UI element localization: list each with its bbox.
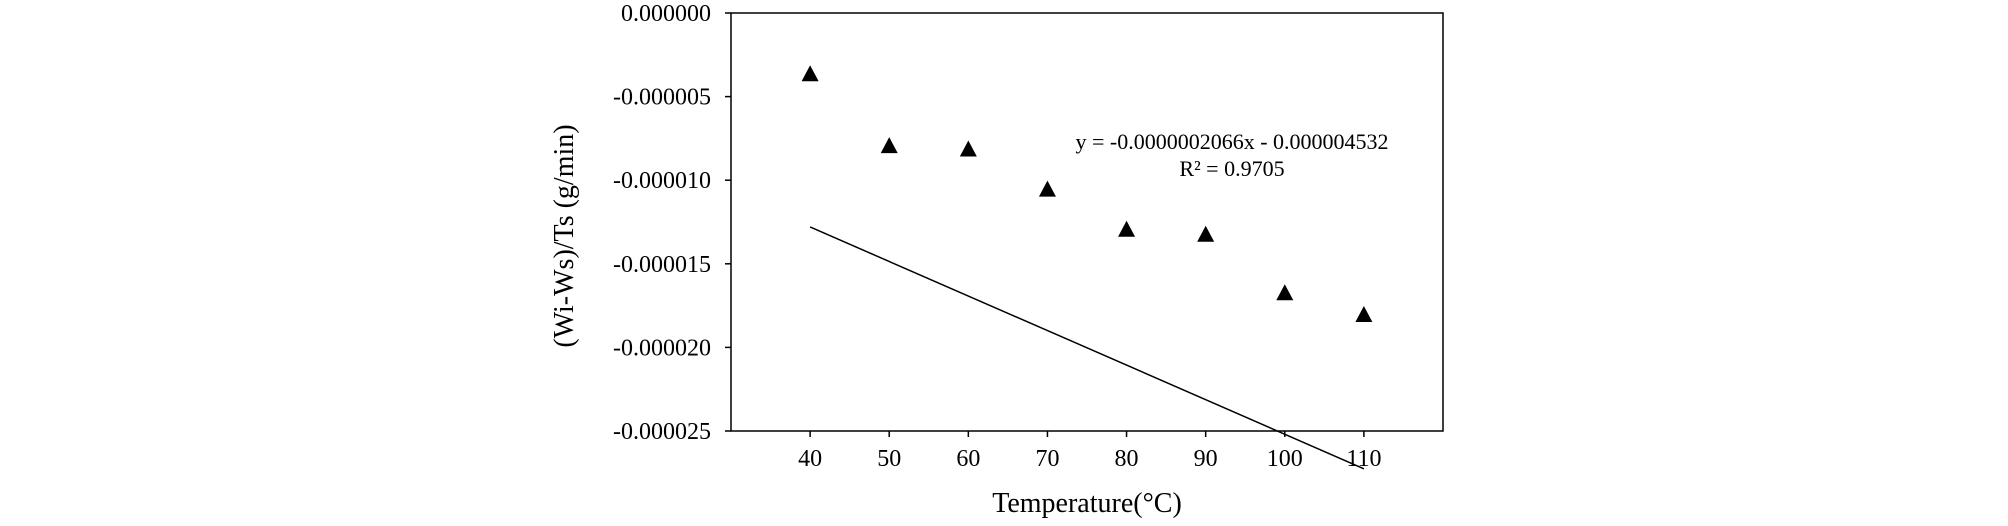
y-tick-label: -0.000005	[613, 85, 711, 111]
y-tick-label: -0.000025	[613, 419, 711, 445]
y-axis-ticks: 0.000000 -0.000005 -0.000010 -0.000015 -0.00…	[613, 1, 731, 445]
x-axis-title: Temperature(°C)	[992, 488, 1182, 519]
x-tick-label: 80	[1115, 446, 1139, 472]
x-tick-label: 60	[956, 446, 980, 472]
trendline	[809, 226, 1365, 470]
y-tick-label: -0.000010	[613, 168, 711, 194]
plot-area-frame	[730, 12, 1444, 432]
x-axis-ticks: 40 50 60 70 80 90 100 110	[798, 431, 1381, 472]
data-markers	[801, 65, 1373, 323]
x-tick-label: 90	[1194, 446, 1218, 472]
data-point-marker	[1197, 225, 1215, 242]
y-tick-label: -0.000015	[613, 252, 711, 278]
data-point-marker	[1038, 180, 1056, 197]
r-squared-label: R² = 0.9705	[1179, 156, 1284, 181]
x-tick-label: 50	[877, 446, 901, 472]
y-tick-label: -0.000020	[613, 335, 711, 361]
trendline-equation: y = -0.0000002066x - 0.000004532	[1075, 129, 1388, 154]
y-tick-label: 0.000000	[621, 1, 711, 27]
data-point-marker	[880, 137, 898, 154]
x-tick-label: 110	[1346, 446, 1381, 472]
data-point-marker	[959, 140, 977, 157]
x-tick-label: 40	[798, 446, 822, 472]
data-point-marker	[801, 65, 819, 82]
x-tick-label: 100	[1267, 446, 1303, 472]
data-point-marker	[1355, 306, 1373, 323]
y-axis-title: (Wi-Ws)/Ts (g/min)	[549, 124, 580, 347]
data-point-marker	[1118, 220, 1136, 237]
data-point-marker	[1276, 284, 1294, 301]
x-tick-label: 70	[1035, 446, 1059, 472]
